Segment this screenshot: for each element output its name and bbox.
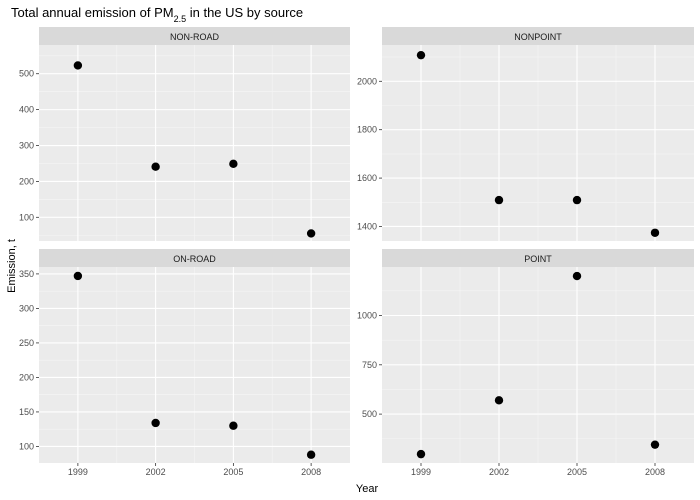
facet-strip-label-non-road: NON-ROAD	[170, 32, 219, 42]
data-point-nonpoint-1999	[416, 50, 426, 60]
y-tick-label-on-road: 300	[19, 303, 34, 313]
chart-title-suffix: in the US by source	[186, 5, 303, 20]
y-axis-title: Emission, t	[6, 239, 18, 293]
y-tick-label-nonpoint: 2000	[357, 76, 377, 86]
facet-strip-nonpoint	[382, 27, 694, 45]
y-tick-label-non-road: 400	[19, 105, 34, 115]
x-tick-label-on-road: 1999	[68, 467, 88, 477]
data-point-on-road-2005	[229, 421, 238, 430]
y-tick-label-point: 1000	[357, 311, 377, 321]
y-tick-label-nonpoint: 1800	[357, 125, 377, 135]
y-tick-label-on-road: 100	[19, 441, 34, 451]
data-point-non-road-1999	[73, 61, 83, 70]
x-tick-label-on-road: 2002	[146, 467, 166, 477]
y-tick-label-non-road: 100	[19, 212, 34, 222]
data-point-non-road-2002	[151, 162, 160, 171]
data-point-point-1999	[416, 449, 426, 459]
x-tick-label-point: 2008	[645, 467, 665, 477]
data-point-non-road-2008	[306, 229, 316, 238]
x-tick-label-on-road: 2005	[223, 467, 243, 477]
data-point-nonpoint-2005	[572, 195, 582, 205]
chart-title: Total annual emission of PM2.5 in the US…	[11, 5, 303, 24]
y-tick-label-on-road: 200	[19, 372, 34, 382]
facet-strip-on-road	[39, 249, 350, 267]
data-point-nonpoint-2008	[650, 228, 660, 237]
y-tick-label-non-road: 300	[19, 141, 34, 151]
data-point-on-road-2008	[306, 450, 316, 459]
data-point-nonpoint-2002	[494, 195, 504, 205]
chart-title-subscript: 2.5	[174, 14, 187, 24]
x-tick-label-point: 2002	[489, 467, 509, 477]
y-tick-label-point: 500	[362, 409, 377, 419]
y-tick-label-non-road: 500	[19, 69, 34, 79]
y-tick-label-point: 750	[362, 360, 377, 370]
data-point-point-2002	[494, 396, 504, 405]
y-tick-label-on-road: 150	[19, 407, 34, 417]
data-point-non-road-2005	[229, 159, 238, 169]
x-axis-title: Year	[356, 483, 379, 495]
y-tick-label-on-road: 350	[19, 269, 34, 279]
data-point-point-2008	[650, 440, 660, 449]
x-tick-label-on-road: 2008	[301, 467, 321, 477]
facet-strip-label-on-road: ON-ROAD	[173, 254, 216, 264]
x-tick-label-point: 2005	[567, 467, 587, 477]
chart-title-prefix: Total annual emission of PM	[11, 5, 174, 20]
y-tick-label-non-road: 200	[19, 176, 34, 186]
facet-strip-label-point: POINT	[524, 254, 552, 264]
data-point-on-road-2002	[151, 418, 160, 428]
y-tick-label-nonpoint: 1400	[357, 221, 377, 231]
facet-strip-point	[382, 249, 694, 267]
data-point-point-2005	[572, 271, 582, 281]
facet-strip-non-road	[39, 27, 350, 45]
data-point-on-road-1999	[73, 271, 83, 281]
y-tick-label-nonpoint: 1600	[357, 173, 377, 183]
x-tick-label-point: 1999	[411, 467, 431, 477]
facet-strip-label-nonpoint: NONPOINT	[514, 32, 562, 42]
y-tick-label-on-road: 250	[19, 338, 34, 348]
